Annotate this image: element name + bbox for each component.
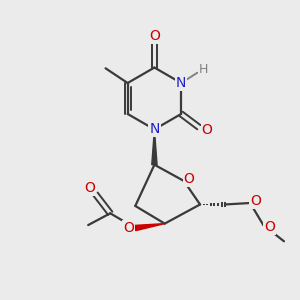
Text: O: O xyxy=(250,194,261,208)
Text: O: O xyxy=(184,172,195,186)
Text: O: O xyxy=(150,29,160,43)
Text: N: N xyxy=(176,76,186,90)
Polygon shape xyxy=(135,224,165,231)
Text: O: O xyxy=(264,220,275,234)
Text: O: O xyxy=(202,123,212,137)
Text: O: O xyxy=(123,221,134,235)
Text: N: N xyxy=(149,122,160,136)
Text: O: O xyxy=(84,181,95,195)
Text: H: H xyxy=(199,63,208,76)
Polygon shape xyxy=(152,129,157,165)
